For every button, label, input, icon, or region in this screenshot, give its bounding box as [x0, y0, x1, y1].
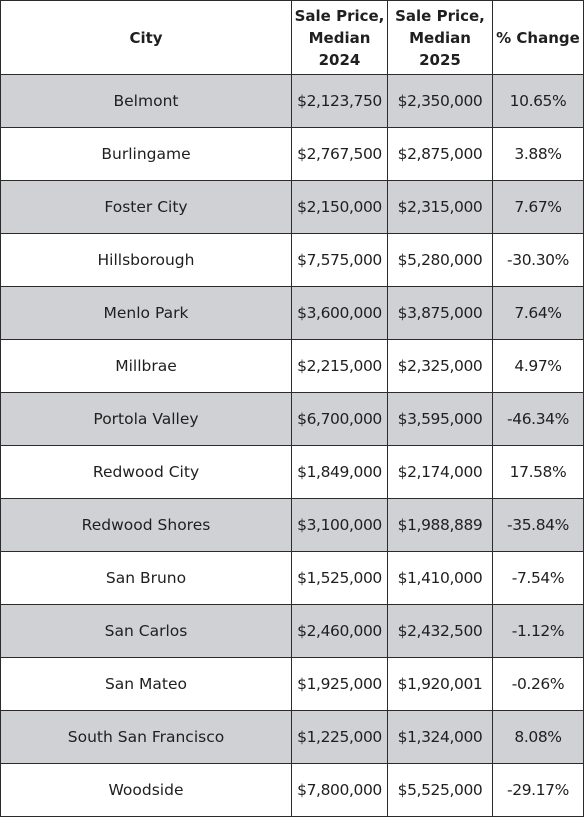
cell-percent-change: 3.88% — [492, 127, 584, 181]
cell-sale-price-2025: $2,875,000 — [387, 127, 493, 181]
table-body: Belmont $2,123,750 $2,350,000 10.65% Bur… — [0, 74, 584, 817]
table-row: Millbrae $2,215,000 $2,325,000 4.97% — [0, 339, 584, 393]
cell-sale-price-2025: $2,325,000 — [387, 339, 493, 393]
header-row: City Sale Price, Median 2024 Sale Price,… — [0, 0, 584, 75]
cell-percent-change: -29.17% — [492, 763, 584, 817]
cell-city: South San Francisco — [0, 710, 292, 764]
cell-sale-price-2024: $1,525,000 — [291, 551, 388, 605]
cell-city: San Bruno — [0, 551, 292, 605]
cell-sale-price-2025: $2,174,000 — [387, 445, 493, 499]
cell-sale-price-2024: $7,800,000 — [291, 763, 388, 817]
cell-percent-change: -1.12% — [492, 604, 584, 658]
table-row: Redwood City $1,849,000 $2,174,000 17.58… — [0, 445, 584, 499]
cell-sale-price-2025: $3,595,000 — [387, 392, 493, 446]
cell-sale-price-2025: $1,920,001 — [387, 657, 493, 711]
cell-sale-price-2025: $1,324,000 — [387, 710, 493, 764]
table-row: Menlo Park $3,600,000 $3,875,000 7.64% — [0, 286, 584, 340]
cell-sale-price-2024: $7,575,000 — [291, 233, 388, 287]
cell-city: Woodside — [0, 763, 292, 817]
table-row: San Bruno $1,525,000 $1,410,000 -7.54% — [0, 551, 584, 605]
cell-city: Burlingame — [0, 127, 292, 181]
header-sale-price-2025-line-1: Sale Price, — [395, 6, 485, 25]
cell-sale-price-2024: $2,150,000 — [291, 180, 388, 234]
cell-city: San Carlos — [0, 604, 292, 658]
cell-sale-price-2025: $1,410,000 — [387, 551, 493, 605]
cell-percent-change: 8.08% — [492, 710, 584, 764]
cell-city: Redwood City — [0, 445, 292, 499]
cell-city: Menlo Park — [0, 286, 292, 340]
table-row: Foster City $2,150,000 $2,315,000 7.67% — [0, 180, 584, 234]
header-sale-price-2024: Sale Price, Median 2024 — [291, 0, 388, 75]
cell-city: Redwood Shores — [0, 498, 292, 552]
header-sale-price-2024-line-2: Median — [308, 28, 371, 47]
table-row: Hillsborough $7,575,000 $5,280,000 -30.3… — [0, 233, 584, 287]
cell-sale-price-2024: $2,215,000 — [291, 339, 388, 393]
cell-sale-price-2025: $1,988,889 — [387, 498, 493, 552]
cell-percent-change: 7.64% — [492, 286, 584, 340]
table-row: San Carlos $2,460,000 $2,432,500 -1.12% — [0, 604, 584, 658]
cell-percent-change: -30.30% — [492, 233, 584, 287]
cell-sale-price-2025: $2,432,500 — [387, 604, 493, 658]
cell-city: Millbrae — [0, 339, 292, 393]
cell-sale-price-2025: $2,315,000 — [387, 180, 493, 234]
table-row: South San Francisco $1,225,000 $1,324,00… — [0, 710, 584, 764]
table-row: Portola Valley $6,700,000 $3,595,000 -46… — [0, 392, 584, 446]
cell-sale-price-2024: $2,123,750 — [291, 74, 388, 128]
cell-city: San Mateo — [0, 657, 292, 711]
cell-percent-change: -35.84% — [492, 498, 584, 552]
header-sale-price-2024-line-1: Sale Price, — [294, 6, 385, 25]
cell-sale-price-2024: $1,225,000 — [291, 710, 388, 764]
header-sale-price-2025-line-2: Median — [409, 28, 471, 47]
cell-sale-price-2024: $3,600,000 — [291, 286, 388, 340]
cell-percent-change: 10.65% — [492, 74, 584, 128]
header-percent-change: % Change — [492, 0, 584, 75]
header-sale-price-2025: Sale Price, Median 2025 — [387, 0, 493, 75]
cell-percent-change: -0.26% — [492, 657, 584, 711]
header-sale-price-2024-line-3: 2024 — [318, 50, 361, 69]
cell-sale-price-2024: $2,460,000 — [291, 604, 388, 658]
table-header: City Sale Price, Median 2024 Sale Price,… — [0, 0, 584, 75]
cell-percent-change: 17.58% — [492, 445, 584, 499]
cell-city: Portola Valley — [0, 392, 292, 446]
table-row: Woodside $7,800,000 $5,525,000 -29.17% — [0, 763, 584, 817]
cell-sale-price-2024: $3,100,000 — [291, 498, 388, 552]
table-row: Redwood Shores $3,100,000 $1,988,889 -35… — [0, 498, 584, 552]
cell-sale-price-2025: $5,525,000 — [387, 763, 493, 817]
header-city: City — [0, 0, 292, 75]
cell-sale-price-2025: $2,350,000 — [387, 74, 493, 128]
table-row: San Mateo $1,925,000 $1,920,001 -0.26% — [0, 657, 584, 711]
cell-city: Belmont — [0, 74, 292, 128]
cell-sale-price-2024: $2,767,500 — [291, 127, 388, 181]
cell-percent-change: 7.67% — [492, 180, 584, 234]
cell-sale-price-2024: $6,700,000 — [291, 392, 388, 446]
header-sale-price-2025-line-3: 2025 — [419, 50, 461, 69]
cell-percent-change: -46.34% — [492, 392, 584, 446]
cell-sale-price-2024: $1,925,000 — [291, 657, 388, 711]
cell-sale-price-2024: $1,849,000 — [291, 445, 388, 499]
cell-sale-price-2025: $3,875,000 — [387, 286, 493, 340]
cell-percent-change: -7.54% — [492, 551, 584, 605]
cell-city: Foster City — [0, 180, 292, 234]
table-row: Burlingame $2,767,500 $2,875,000 3.88% — [0, 127, 584, 181]
cell-sale-price-2025: $5,280,000 — [387, 233, 493, 287]
cell-city: Hillsborough — [0, 233, 292, 287]
table-row: Belmont $2,123,750 $2,350,000 10.65% — [0, 74, 584, 128]
cell-percent-change: 4.97% — [492, 339, 584, 393]
